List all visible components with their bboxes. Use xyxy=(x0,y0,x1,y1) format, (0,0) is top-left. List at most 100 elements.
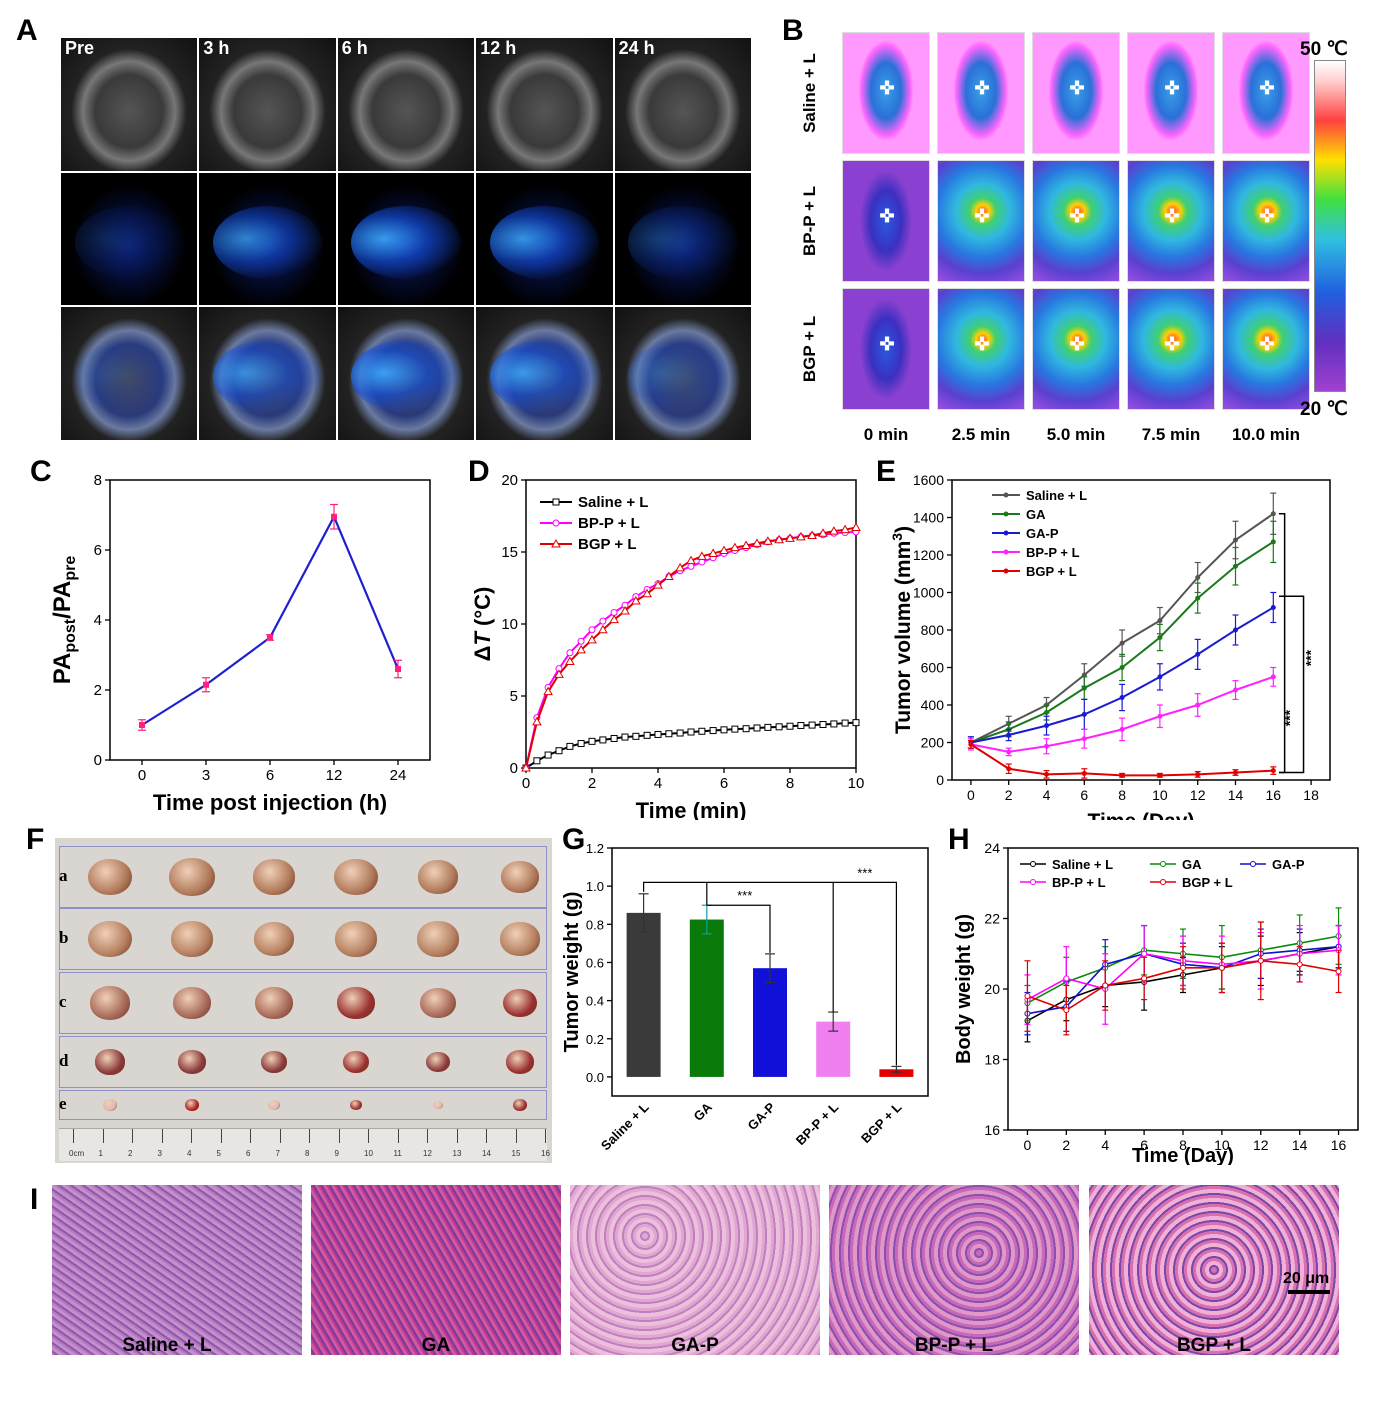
panel-a-tile-r1-c1: Pre xyxy=(60,37,199,172)
y-tick-label: 1.2 xyxy=(586,841,604,856)
ruler-tick-label: 12 xyxy=(423,1149,432,1158)
x-tick-label: 12 xyxy=(1253,1137,1269,1153)
temp-point xyxy=(731,725,739,733)
pa-signal-overlay xyxy=(628,205,738,279)
y-tick-label: 0.6 xyxy=(586,955,604,970)
weight-bar xyxy=(689,919,724,1077)
y-tick-label: 0.4 xyxy=(586,994,604,1009)
x-tick-label: 10 xyxy=(1214,1137,1230,1153)
volume-point xyxy=(1195,771,1201,777)
panel-a-timepoint-label: Pre xyxy=(65,38,95,58)
temp-point xyxy=(807,530,817,539)
temp-point xyxy=(840,524,850,534)
significance-label: *** xyxy=(1282,709,1298,726)
temp-point xyxy=(643,731,651,739)
panel-b-thermal-r1-c1: ✜ xyxy=(842,32,930,154)
tumor-specimen xyxy=(95,1049,125,1075)
panel-a-tile-r3-c3 xyxy=(336,306,476,441)
panel-a-tile-r1-c3: 6 h xyxy=(336,37,476,172)
tumor-row-label: c xyxy=(59,992,67,1011)
panel-a-tile-r1-c2: 3 h xyxy=(198,37,337,172)
volume-point xyxy=(1270,605,1276,610)
temp-point xyxy=(642,588,652,598)
weight-point xyxy=(1063,975,1070,982)
x-tick-label: 6 xyxy=(720,775,728,792)
y-tick-label: 6 xyxy=(94,542,102,559)
ruler-tick-label: 16 xyxy=(541,1149,550,1158)
weight-point xyxy=(1335,968,1342,975)
volume-point xyxy=(1270,674,1276,680)
volume-point xyxy=(1119,665,1125,670)
volume-point xyxy=(1119,640,1125,646)
temp-point xyxy=(687,562,695,570)
x-tick-label: 16 xyxy=(1266,787,1282,803)
panel-b-row-label: BGP + L xyxy=(800,315,819,383)
panel-b-row-label: BP-P + L xyxy=(800,185,819,257)
temp-point xyxy=(554,669,564,678)
panel-a-letter: A xyxy=(16,14,38,47)
temp-point xyxy=(533,757,541,765)
tumor-row-frame xyxy=(59,1036,547,1088)
legend-label: BGP + L xyxy=(1182,875,1233,890)
ruler-tick-label: 4 xyxy=(187,1149,192,1158)
volume-point xyxy=(1044,743,1049,749)
volume-point xyxy=(1195,651,1201,657)
ruler-tick xyxy=(515,1129,517,1143)
temp-point xyxy=(819,721,827,729)
temp-point xyxy=(829,526,839,535)
temp-point xyxy=(610,608,618,616)
x-tick-label: 0 xyxy=(138,767,146,784)
legend-marker xyxy=(1160,861,1166,867)
panel-b-letter: B xyxy=(782,14,804,47)
volume-point xyxy=(1006,732,1012,738)
ruler-tick-label: 3 xyxy=(157,1149,162,1158)
x-tick-label: 12 xyxy=(1190,787,1206,803)
x-tick-label: 4 xyxy=(1043,787,1051,803)
temp-point xyxy=(775,723,783,731)
tumor-row-frame xyxy=(59,846,547,908)
ruler-tick xyxy=(132,1129,133,1143)
x-tick-label: 14 xyxy=(1292,1137,1308,1153)
tumor-specimen xyxy=(268,1099,280,1111)
volume-point xyxy=(1006,766,1012,772)
temp-point xyxy=(576,644,586,654)
x-axis-label: Time (Day) xyxy=(1088,810,1195,820)
crosshair-icon: ✜ xyxy=(1259,78,1275,98)
volume-point xyxy=(1119,726,1125,732)
temp-point xyxy=(687,728,695,736)
significance-label: *** xyxy=(857,865,872,880)
panel-h-letter: H xyxy=(948,823,970,856)
legend-label: BGP + L xyxy=(1026,564,1077,579)
panel-b-thermal-r1-c2: ✜ xyxy=(937,32,1025,154)
temp-point xyxy=(851,522,861,532)
x-tick-label: 2 xyxy=(1005,787,1013,803)
panel-f-tumor-photo: a b c d e 0cm 1 2 3 4 5 6 7 8 9 10 11 12 13 14 15 16 xyxy=(55,838,552,1163)
x-tick-label: 14 xyxy=(1228,787,1244,803)
temp-point xyxy=(632,732,640,740)
ruler-tick-label: 13 xyxy=(452,1149,462,1158)
significance-bracket xyxy=(1278,513,1286,774)
tumor-specimen xyxy=(335,921,377,957)
y-tick-label: 2 xyxy=(94,682,102,699)
volume-point xyxy=(1081,770,1087,776)
crosshair-icon: ✜ xyxy=(1164,334,1180,354)
tumor-specimen xyxy=(255,987,293,1019)
y-tick-label: 18 xyxy=(984,1052,1000,1068)
legend-marker xyxy=(1003,549,1009,555)
legend-label: Saline + L xyxy=(578,494,648,511)
temp-point xyxy=(599,736,607,744)
temp-point xyxy=(566,742,574,750)
volume-point xyxy=(1233,627,1238,633)
legend-marker xyxy=(552,498,560,506)
ruler-tick xyxy=(73,1129,74,1143)
histology-label: GA xyxy=(421,1335,451,1356)
weight-bar xyxy=(626,912,661,1077)
temp-point xyxy=(598,624,608,634)
crosshair-icon: ✜ xyxy=(879,206,895,226)
ruler-tick-label: 6 xyxy=(246,1149,251,1158)
colorbar-max-label: 50 ℃ xyxy=(1300,39,1348,60)
y-tick-label: 0 xyxy=(510,760,518,777)
tumor-specimen xyxy=(426,1051,450,1073)
weight-point xyxy=(1102,982,1109,989)
legend-label: Saline + L xyxy=(1052,857,1113,872)
